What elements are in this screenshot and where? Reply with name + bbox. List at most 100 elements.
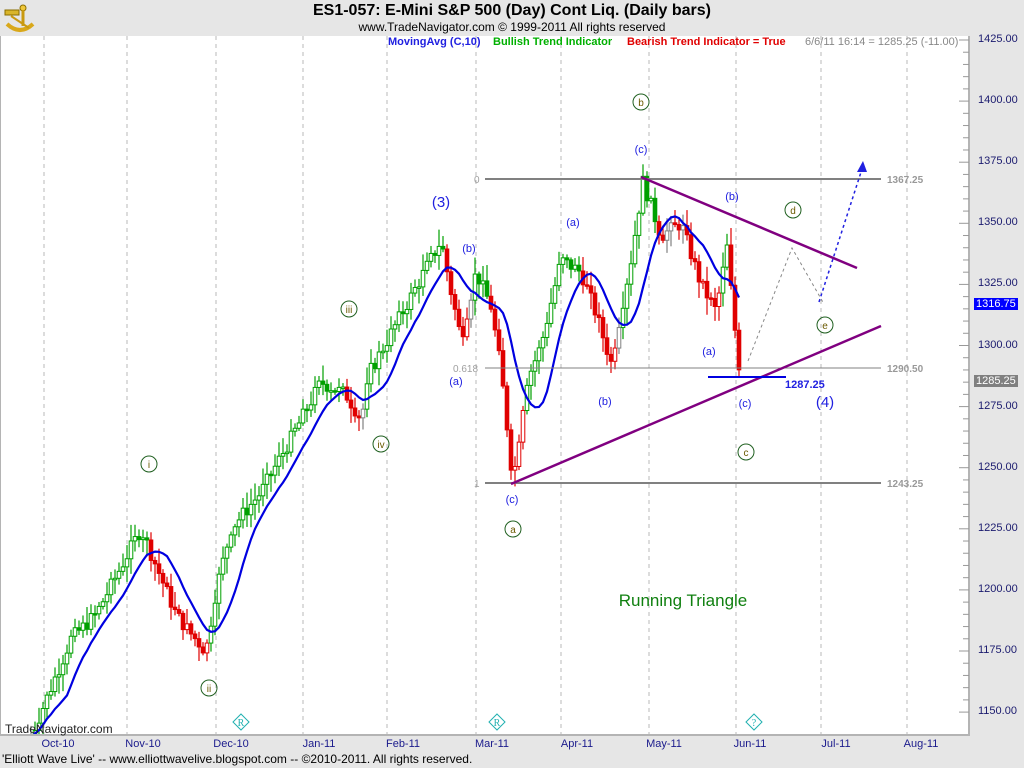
candlestick bbox=[352, 397, 358, 423]
fib-ratio-label: 1 bbox=[474, 479, 480, 490]
legend-last-quote: 6/6/11 16:14 = 1285.25 (-11.00) bbox=[805, 36, 959, 48]
arrow-head-icon bbox=[857, 161, 867, 172]
candlestick bbox=[196, 631, 202, 662]
upper-trendline[interactable] bbox=[640, 175, 858, 270]
candlestick bbox=[244, 492, 250, 527]
candlestick bbox=[100, 597, 106, 610]
candlestick bbox=[240, 497, 246, 529]
candlestick bbox=[496, 318, 502, 356]
wave-label: (c) bbox=[506, 494, 519, 506]
candlestick bbox=[420, 254, 426, 296]
date-tick-label: Dec-10 bbox=[213, 738, 249, 750]
candlestick bbox=[236, 511, 242, 538]
candlestick bbox=[620, 291, 626, 340]
candlestick bbox=[252, 483, 258, 520]
lower-trendline[interactable] bbox=[510, 324, 882, 486]
tradenavigator-watermark: TradeNavigator.com bbox=[5, 722, 113, 736]
candlestick bbox=[272, 454, 278, 484]
candlestick bbox=[380, 343, 386, 360]
date-axis[interactable]: Oct-10 Nov-10 Dec-10 Jan-11 Feb-11 Mar-11 Apr-… bbox=[0, 736, 970, 752]
projected-breakout-arrow bbox=[818, 165, 864, 303]
candlestick bbox=[388, 316, 394, 353]
candlestick bbox=[652, 187, 658, 234]
candlestick bbox=[632, 220, 638, 268]
candlestick bbox=[536, 340, 542, 375]
candlestick bbox=[604, 323, 610, 366]
legend-bullish: Bullish Trend Indicator bbox=[493, 36, 613, 48]
candlestick bbox=[668, 215, 674, 247]
candlestick bbox=[324, 379, 330, 401]
candlestick bbox=[392, 320, 398, 342]
circled-wave-label: d bbox=[784, 201, 802, 219]
candlestick bbox=[356, 410, 362, 432]
candlestick bbox=[76, 620, 82, 635]
date-tick-label: Nov-10 bbox=[125, 738, 161, 750]
candlestick bbox=[180, 610, 186, 640]
candlestick bbox=[600, 309, 606, 352]
fib-price-label: 1367.25 bbox=[887, 175, 924, 186]
candlestick bbox=[580, 257, 586, 294]
candlestick bbox=[448, 265, 454, 305]
svg-text:i: i bbox=[148, 460, 150, 471]
candlestick bbox=[176, 604, 182, 617]
candlestick bbox=[688, 222, 694, 266]
candlestick bbox=[572, 258, 578, 273]
candlestick bbox=[72, 618, 78, 643]
circled-wave-label: iv bbox=[372, 435, 390, 453]
candlestick bbox=[700, 278, 706, 290]
event-diamond-icon[interactable]: R bbox=[488, 713, 506, 731]
candlestick bbox=[292, 423, 298, 437]
candlestick bbox=[400, 301, 406, 325]
svg-text:iii: iii bbox=[346, 305, 353, 316]
candlestick bbox=[300, 399, 306, 426]
candlestick bbox=[64, 644, 70, 675]
circled-wave-label: iii bbox=[340, 300, 358, 318]
candlestick bbox=[564, 254, 570, 269]
date-tick-label: Aug-11 bbox=[903, 738, 939, 750]
event-diamond-icon[interactable]: ? bbox=[745, 713, 763, 731]
candlestick bbox=[220, 546, 226, 581]
candlestick bbox=[696, 254, 702, 298]
candlestick bbox=[468, 293, 474, 328]
candlestick bbox=[452, 288, 458, 321]
candlestick bbox=[44, 691, 50, 719]
candlestick bbox=[200, 642, 206, 656]
svg-text:b: b bbox=[638, 98, 644, 109]
candlestick bbox=[216, 566, 222, 620]
candlestick bbox=[156, 548, 162, 585]
circled-wave-label: i bbox=[140, 455, 158, 473]
price-chart-area[interactable]: 0 1367.25 0.618 1290.50 1 1243.25 1287.25 (3) (b… bbox=[0, 36, 970, 736]
event-diamond-icon[interactable]: R bbox=[232, 713, 250, 731]
candlestick bbox=[228, 531, 234, 553]
price-axis[interactable]: 1425.00 1400.00 1375.00 1350.00 1325.00 1300.… bbox=[970, 33, 1024, 736]
circled-wave-label: c bbox=[737, 443, 755, 461]
candlestick bbox=[472, 257, 478, 316]
candlestick bbox=[508, 423, 514, 480]
legend-moving-avg: MovingAvg (C,10) bbox=[388, 36, 481, 48]
candlestick bbox=[104, 582, 110, 614]
wave-label: (b) bbox=[598, 396, 611, 408]
candlestick bbox=[576, 256, 582, 282]
fib-ratio-label: 0.618 bbox=[453, 364, 478, 375]
candlestick bbox=[264, 462, 270, 499]
candlestick bbox=[480, 266, 486, 298]
candlestick bbox=[284, 444, 290, 463]
price-tick-label: 1250.00 bbox=[978, 460, 1018, 473]
candlestick bbox=[608, 346, 614, 373]
candlestick bbox=[548, 288, 554, 328]
candlestick bbox=[408, 282, 414, 320]
svg-text:a: a bbox=[510, 525, 516, 536]
price-tick-label: 1200.00 bbox=[978, 582, 1018, 595]
candlestick bbox=[428, 245, 434, 268]
candlestick bbox=[440, 236, 446, 253]
legend-bearish: Bearish Trend Indicator = True bbox=[627, 36, 786, 48]
candlestick bbox=[692, 251, 698, 270]
candlestick bbox=[52, 667, 58, 697]
copyright-footer: 'Elliott Wave Live' -- www.elliottwaveli… bbox=[2, 752, 473, 766]
candlestick bbox=[84, 607, 90, 636]
candlestick bbox=[208, 616, 214, 652]
date-tick-label: Jul-11 bbox=[821, 738, 851, 750]
candlestick bbox=[276, 442, 282, 477]
circled-wave-label: b bbox=[632, 93, 650, 111]
candlestick bbox=[96, 601, 102, 620]
